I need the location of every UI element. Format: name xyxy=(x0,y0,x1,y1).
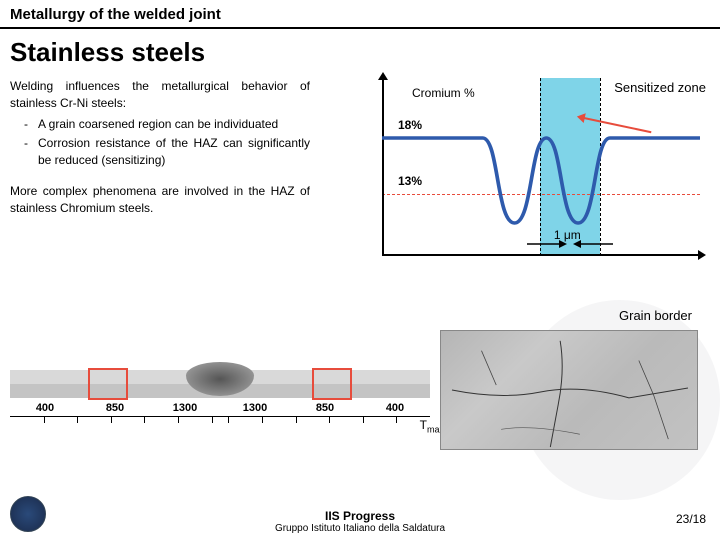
p1-intro: Welding influences the metallurgical beh… xyxy=(10,79,310,110)
paragraph-1: Welding influences the metallurgical beh… xyxy=(10,78,310,169)
footer-prog: IIS Progress xyxy=(0,509,720,523)
temp-0: 400 xyxy=(10,402,80,414)
text-column: Welding influences the metallurgical beh… xyxy=(10,78,310,288)
page-subtitle: Stainless steels xyxy=(0,29,720,72)
y-tick-18: 18% xyxy=(398,118,422,132)
temperature-row: 400 850 1300 1300 850 400 xyxy=(10,402,430,414)
temp-2: 1300 xyxy=(150,402,220,414)
footer: IIS Progress Gruppo Istituto Italiano de… xyxy=(0,509,720,534)
temperature-axis xyxy=(10,416,430,424)
temp-5: 400 xyxy=(360,402,430,414)
content-row: Welding influences the metallurgical beh… xyxy=(0,72,720,288)
footer-org: Gruppo Istituto Italiano della Saldatura xyxy=(0,523,720,534)
haz-box-left xyxy=(88,368,128,400)
y-tick-13: 13% xyxy=(398,174,422,188)
bullet-list: A grain coarsened region can be individu… xyxy=(24,116,310,169)
header-title: Metallurgy of the welded joint xyxy=(10,6,710,23)
paragraph-2: More complex phenomena are involved in t… xyxy=(10,183,310,217)
scale-arrows xyxy=(525,238,615,250)
micrograph xyxy=(440,330,698,450)
page-number: 23/18 xyxy=(676,512,706,526)
weld-diagram: 400 850 1300 1300 850 400 Tmax xyxy=(10,340,430,430)
grain-border-label: Grain border xyxy=(619,308,692,323)
sensitized-zone-label: Sensitized zone xyxy=(614,80,706,95)
haz-box-right xyxy=(312,368,352,400)
temp-4: 850 xyxy=(290,402,360,414)
bullet-2: Corrosion resistance of the HAZ can sign… xyxy=(24,135,310,169)
chromium-curve xyxy=(382,78,700,256)
y-axis-label: Cromium % xyxy=(412,86,475,100)
bullet-1: A grain coarsened region can be individu… xyxy=(24,116,310,133)
temp-1: 850 xyxy=(80,402,150,414)
chromium-chart: Cromium % 18% 13% Sensitized zone 1 μm xyxy=(342,78,700,278)
header: Metallurgy of the welded joint xyxy=(0,0,720,29)
chart-area: Cromium % 18% 13% Sensitized zone 1 μm xyxy=(322,78,710,288)
temp-3: 1300 xyxy=(220,402,290,414)
